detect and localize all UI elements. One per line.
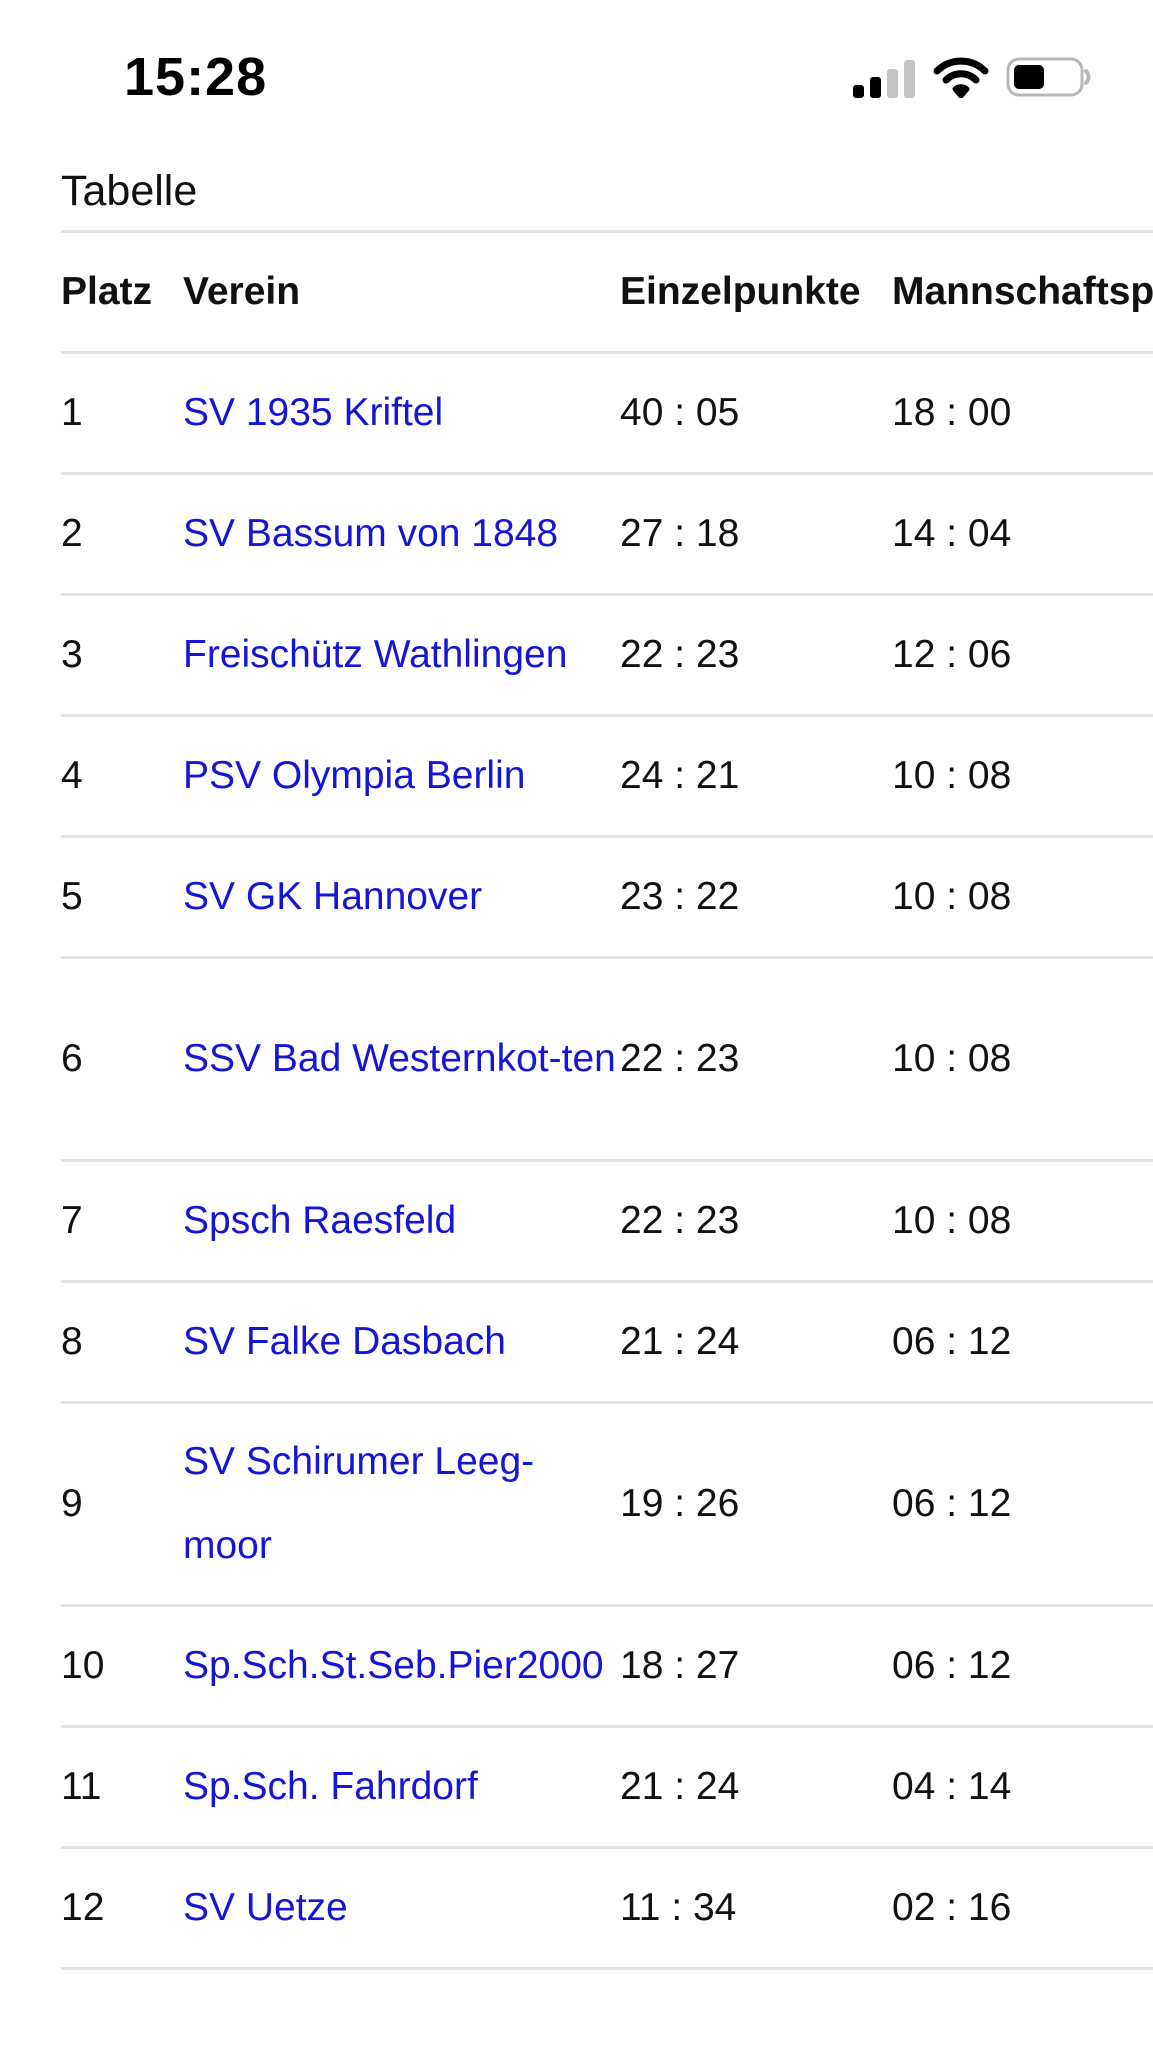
table-row: 7 Spsch Raesfeld 22 : 23 10 : 08 bbox=[61, 1160, 1153, 1283]
einzelpunkte-cell: 21 : 24 bbox=[620, 1281, 892, 1404]
table-section: Tabelle Platz Verein Einzelpunkte Mannsc… bbox=[61, 160, 1153, 1970]
platz-cell: 4 bbox=[61, 715, 183, 838]
mannschaftspunkte-cell: 06 : 12 bbox=[892, 1402, 1153, 1607]
verein-link[interactable]: Sp.Sch.St.Seb.Pier2000 bbox=[183, 1644, 604, 1687]
cellular-signal-icon bbox=[853, 60, 915, 98]
mannschaftspunkte-cell: 06 : 12 bbox=[892, 1281, 1153, 1404]
status-time: 15:28 bbox=[124, 47, 268, 107]
table-row: 4 PSV Olympia Berlin 24 : 21 10 : 08 bbox=[61, 715, 1153, 838]
platz-cell: 11 bbox=[61, 1726, 183, 1849]
verein-link[interactable]: Sp.Sch. Fahrdorf bbox=[183, 1765, 478, 1808]
table-row: 1 SV 1935 Kriftel 40 : 05 18 : 00 bbox=[61, 352, 1153, 475]
platz-cell: 1 bbox=[61, 352, 183, 475]
mannschaftspunkte-cell: 02 : 16 bbox=[892, 1847, 1153, 1970]
einzelpunkte-cell: 24 : 21 bbox=[620, 715, 892, 838]
einzelpunkte-cell: 11 : 34 bbox=[620, 1847, 892, 1970]
verein-link[interactable]: SSV Bad Westernkot-ten bbox=[183, 1037, 616, 1080]
battery-icon bbox=[1006, 57, 1091, 97]
einzelpunkte-cell: 23 : 22 bbox=[620, 836, 892, 959]
header-mannschaftspunkte: Mannschaftspunkte bbox=[892, 233, 1153, 354]
einzelpunkte-cell: 22 : 23 bbox=[620, 957, 892, 1162]
platz-cell: 7 bbox=[61, 1160, 183, 1283]
mannschaftspunkte-cell: 10 : 08 bbox=[892, 957, 1153, 1162]
status-bar: 15:28 bbox=[0, 0, 1153, 150]
table-row: 5 SV GK Hannover 23 : 22 10 : 08 bbox=[61, 836, 1153, 959]
mannschaftspunkte-cell: 10 : 08 bbox=[892, 715, 1153, 838]
einzelpunkte-cell: 19 : 26 bbox=[620, 1402, 892, 1607]
einzelpunkte-cell: 21 : 24 bbox=[620, 1726, 892, 1849]
header-verein: Verein bbox=[183, 233, 620, 354]
verein-link[interactable]: SV GK Hannover bbox=[183, 875, 483, 918]
table-row: 10 Sp.Sch.St.Seb.Pier2000 18 : 27 06 : 1… bbox=[61, 1605, 1153, 1728]
verein-link[interactable]: SV Falke Dasbach bbox=[183, 1320, 506, 1363]
platz-cell: 2 bbox=[61, 473, 183, 596]
verein-link[interactable]: SV Bassum von 1848 bbox=[183, 512, 559, 555]
platz-cell: 12 bbox=[61, 1847, 183, 1970]
verein-link[interactable]: SV Schirumer Leeg-moor bbox=[183, 1440, 535, 1567]
wifi-icon bbox=[933, 57, 989, 98]
mannschaftspunkte-cell: 18 : 00 bbox=[892, 352, 1153, 475]
table-row: 11 Sp.Sch. Fahrdorf 21 : 24 04 : 14 bbox=[61, 1726, 1153, 1849]
verein-link[interactable]: Spsch Raesfeld bbox=[183, 1199, 457, 1242]
table-row: 3 Freischütz Wathlingen 22 : 23 12 : 06 bbox=[61, 594, 1153, 717]
platz-cell: 3 bbox=[61, 594, 183, 717]
mannschaftspunkte-cell: 04 : 14 bbox=[892, 1726, 1153, 1849]
table-row: 12 SV Uetze 11 : 34 02 : 16 bbox=[61, 1847, 1153, 1970]
mannschaftspunkte-cell: 12 : 06 bbox=[892, 594, 1153, 717]
platz-cell: 8 bbox=[61, 1281, 183, 1404]
standings-table: Platz Verein Einzelpunkte Mannschaftspun… bbox=[61, 233, 1153, 1970]
verein-link[interactable]: SV 1935 Kriftel bbox=[183, 391, 444, 434]
table-row: 2 SV Bassum von 1848 27 : 18 14 : 04 bbox=[61, 473, 1153, 596]
table-row: 9 SV Schirumer Leeg-moor 19 : 26 06 : 12 bbox=[61, 1402, 1153, 1607]
header-einzelpunkte: Einzelpunkte bbox=[620, 233, 892, 354]
mannschaftspunkte-cell: 06 : 12 bbox=[892, 1605, 1153, 1728]
platz-cell: 9 bbox=[61, 1402, 183, 1607]
table-row: 8 SV Falke Dasbach 21 : 24 06 : 12 bbox=[61, 1281, 1153, 1404]
verein-link[interactable]: PSV Olympia Berlin bbox=[183, 754, 526, 797]
mannschaftspunkte-cell: 10 : 08 bbox=[892, 836, 1153, 959]
verein-link[interactable]: Freischütz Wathlingen bbox=[183, 633, 568, 676]
platz-cell: 6 bbox=[61, 957, 183, 1162]
einzelpunkte-cell: 40 : 05 bbox=[620, 352, 892, 475]
einzelpunkte-cell: 18 : 27 bbox=[620, 1605, 892, 1728]
mannschaftspunkte-cell: 14 : 04 bbox=[892, 473, 1153, 596]
einzelpunkte-cell: 22 : 23 bbox=[620, 594, 892, 717]
platz-cell: 10 bbox=[61, 1605, 183, 1728]
verein-link[interactable]: SV Uetze bbox=[183, 1886, 348, 1929]
header-platz: Platz bbox=[61, 233, 183, 354]
mannschaftspunkte-cell: 10 : 08 bbox=[892, 1160, 1153, 1283]
platz-cell: 5 bbox=[61, 836, 183, 959]
einzelpunkte-cell: 22 : 23 bbox=[620, 1160, 892, 1283]
table-row: 6 SSV Bad Westernkot-ten 22 : 23 10 : 08 bbox=[61, 957, 1153, 1162]
einzelpunkte-cell: 27 : 18 bbox=[620, 473, 892, 596]
table-header-row: Platz Verein Einzelpunkte Mannschaftspun… bbox=[61, 233, 1153, 354]
table-caption: Tabelle bbox=[61, 160, 1153, 233]
